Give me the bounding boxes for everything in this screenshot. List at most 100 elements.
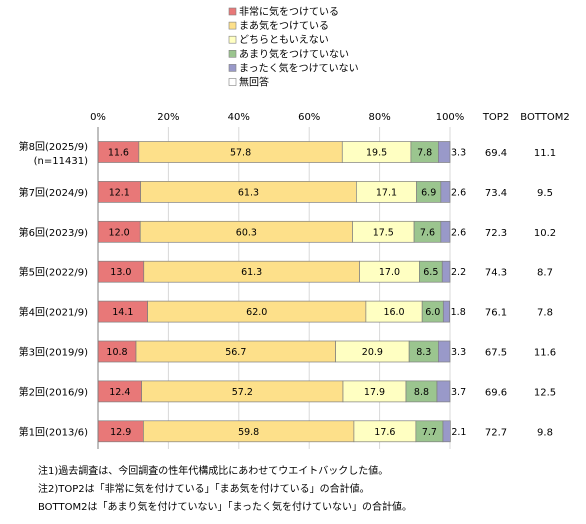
data-label-r2-s4: 2.6 <box>451 227 466 238</box>
summary-bottom2-value-6: 12.5 <box>534 387 556 398</box>
data-label-r0-s1: 57.8 <box>230 148 251 159</box>
data-label-r3-s0: 13.0 <box>110 267 131 278</box>
legend: 非常に気をつけているまあ気をつけているどちらともいえないあまり気をつけていないま… <box>228 5 359 89</box>
data-label-r3-s2: 17.0 <box>379 267 400 278</box>
summary-bottom2-value-0: 11.1 <box>534 148 556 159</box>
summary-header-bottom2: BOTTOM2 <box>520 112 569 123</box>
legend-swatch-4 <box>228 64 237 72</box>
category-sublabel-0: (n=11431) <box>34 156 88 167</box>
stacked-bar-chart: 非常に気をつけているまあ気をつけているどちらともいえないあまり気をつけていないま… <box>19 5 570 449</box>
legend-label-4: まったく気をつけていない <box>239 61 359 74</box>
summary-top2-value-3: 74.3 <box>485 268 507 279</box>
legend-label-0: 非常に気をつけている <box>239 5 339 18</box>
bar-segment-r0-s4 <box>438 141 451 163</box>
data-label-r5-s3: 8.3 <box>416 347 431 358</box>
data-label-r2-s1: 60.3 <box>236 227 257 238</box>
data-label-r5-s0: 10.8 <box>106 347 127 358</box>
data-label-r4-s2: 16.0 <box>383 307 404 318</box>
x-tick-label-1: 20% <box>157 112 179 123</box>
x-tick-label-2: 40% <box>228 112 250 123</box>
legend-swatch-2 <box>228 35 237 44</box>
data-label-r6-s2: 17.9 <box>364 387 385 398</box>
data-label-r6-s3: 8.8 <box>414 387 429 398</box>
bar-segment-r3-s4 <box>441 260 451 283</box>
data-label-r1-s0: 12.1 <box>109 187 130 198</box>
summary-bottom2-value-3: 8.7 <box>537 268 553 279</box>
category-label-1: 第7回(2024/9) <box>19 186 88 199</box>
data-label-r1-s3: 6.9 <box>421 187 436 198</box>
data-label-r2-s2: 17.5 <box>373 227 394 238</box>
summary-top2-value-6: 69.6 <box>485 387 507 398</box>
category-label-4: 第4回(2021/9) <box>19 306 88 319</box>
data-label-r7-s0: 12.9 <box>110 427 131 438</box>
category-label-2: 第6回(2023/9) <box>19 226 88 239</box>
data-label-r4-s3: 6.0 <box>425 307 440 318</box>
data-label-r7-s3: 7.7 <box>422 427 437 438</box>
data-label-r0-s2: 19.5 <box>366 148 387 159</box>
legend-label-5: 無回答 <box>239 76 269 89</box>
legend-swatch-1 <box>228 21 237 30</box>
data-label-r3-s4: 2.2 <box>451 267 466 278</box>
summary-header-top2: TOP2 <box>482 112 509 123</box>
data-label-r2-s3: 7.6 <box>420 227 435 238</box>
legend-swatch-3 <box>228 49 237 58</box>
summary-bottom2-value-7: 9.8 <box>537 427 553 438</box>
category-labels: 第8回(2025/9) (n=11431) 第7回(2024/9) 第6回(2023/… <box>19 140 88 438</box>
x-tick-label-5: 100% <box>436 112 465 123</box>
data-label-r1-s4: 2.6 <box>451 187 466 198</box>
footnote-2: 注2)TOP2は「非常に気を付けている」「まあ気を付けている」の合計値。 <box>38 484 370 495</box>
x-tick-label-3: 60% <box>298 112 320 123</box>
legend-swatch-0 <box>228 7 237 16</box>
data-label-r2-s0: 12.0 <box>109 227 130 238</box>
bar-segment-r5-s4 <box>438 340 451 363</box>
summary-bottom2-value-4: 7.8 <box>537 308 553 319</box>
summary-top2-value-0: 69.4 <box>485 148 507 159</box>
summary-top2-value-5: 67.5 <box>485 348 507 359</box>
summary-top2-value-2: 72.3 <box>485 228 507 239</box>
bar-segment-r6-s4 <box>436 380 451 403</box>
data-label-r7-s1: 59.8 <box>238 427 259 438</box>
footnotes: 注1)過去調査は、今回調査の性年代構成比にあわせてウエイトバックした値。 注2)… <box>38 463 412 517</box>
summary-top2-value-7: 72.7 <box>485 427 507 438</box>
data-label-r5-s4: 3.3 <box>451 347 466 358</box>
data-label-r6-s1: 57.2 <box>232 387 253 398</box>
category-label-7: 第1回(2013/6) <box>19 425 88 438</box>
summary-bottom2-value-5: 11.6 <box>534 348 556 359</box>
summary-top2-value-1: 73.4 <box>485 188 507 199</box>
bar-segment-r7-s4 <box>442 420 451 443</box>
data-label-r4-s4: 1.8 <box>451 307 466 318</box>
data-label-r3-s3: 6.5 <box>423 267 438 278</box>
category-label-0: 第8回(2025/9) <box>19 140 88 153</box>
summary-bottom2-value-2: 10.2 <box>534 228 556 239</box>
data-label-r4-s1: 62.0 <box>246 307 267 318</box>
data-label-r0-s4: 3.3 <box>451 148 466 159</box>
legend-swatch-5 <box>228 78 237 86</box>
summary-columns: 69.4 11.1 73.4 9.5 72.3 10.2 74.3 8.7 76.1 7.8 67.… <box>485 148 556 438</box>
summary-bottom2-value-1: 9.5 <box>537 188 553 199</box>
category-label-6: 第2回(2016/9) <box>19 385 88 398</box>
data-label-r6-s4: 3.7 <box>451 387 466 398</box>
data-label-r3-s1: 61.3 <box>241 267 262 278</box>
legend-label-1: まあ気をつけている <box>239 19 329 32</box>
bar-segment-r1-s4 <box>440 181 451 203</box>
data-label-r5-s1: 56.7 <box>225 347 246 358</box>
bars: 11.6 57.8 19.5 7.8 3.3 12.1 61.3 17.1 6.9 2.6 12.0… <box>97 141 466 443</box>
data-label-r7-s4: 2.1 <box>451 427 466 438</box>
summary-top2-value-4: 76.1 <box>485 308 507 319</box>
footnote-1: 注1)過去調査は、今回調査の性年代構成比にあわせてウエイトバックした値。 <box>38 466 389 477</box>
data-label-r0-s3: 7.8 <box>417 148 432 159</box>
summary-column-headers: TOP2 BOTTOM2 <box>482 112 570 123</box>
bar-segment-r4-s4 <box>442 300 450 323</box>
x-tick-label-4: 80% <box>368 112 390 123</box>
bar-segment-r2-s4 <box>440 220 451 243</box>
data-label-r5-s2: 20.9 <box>362 347 383 358</box>
category-label-5: 第3回(2019/9) <box>19 346 88 359</box>
legend-label-3: あまり気をつけていない <box>239 47 349 60</box>
data-label-r7-s2: 17.6 <box>374 427 395 438</box>
data-label-r6-s0: 12.4 <box>109 387 130 398</box>
x-axis-ticks: 0% 20% 40% 60% 80% 100% <box>90 112 464 123</box>
legend-label-2: どちらともいえない <box>239 34 329 46</box>
data-label-r4-s0: 14.1 <box>112 307 133 318</box>
x-tick-label-0: 0% <box>90 112 106 123</box>
footnote-3: BOTTOM2は「あまり気を付けていない」「まったく気を付けていない」の合計値。 <box>38 502 413 513</box>
